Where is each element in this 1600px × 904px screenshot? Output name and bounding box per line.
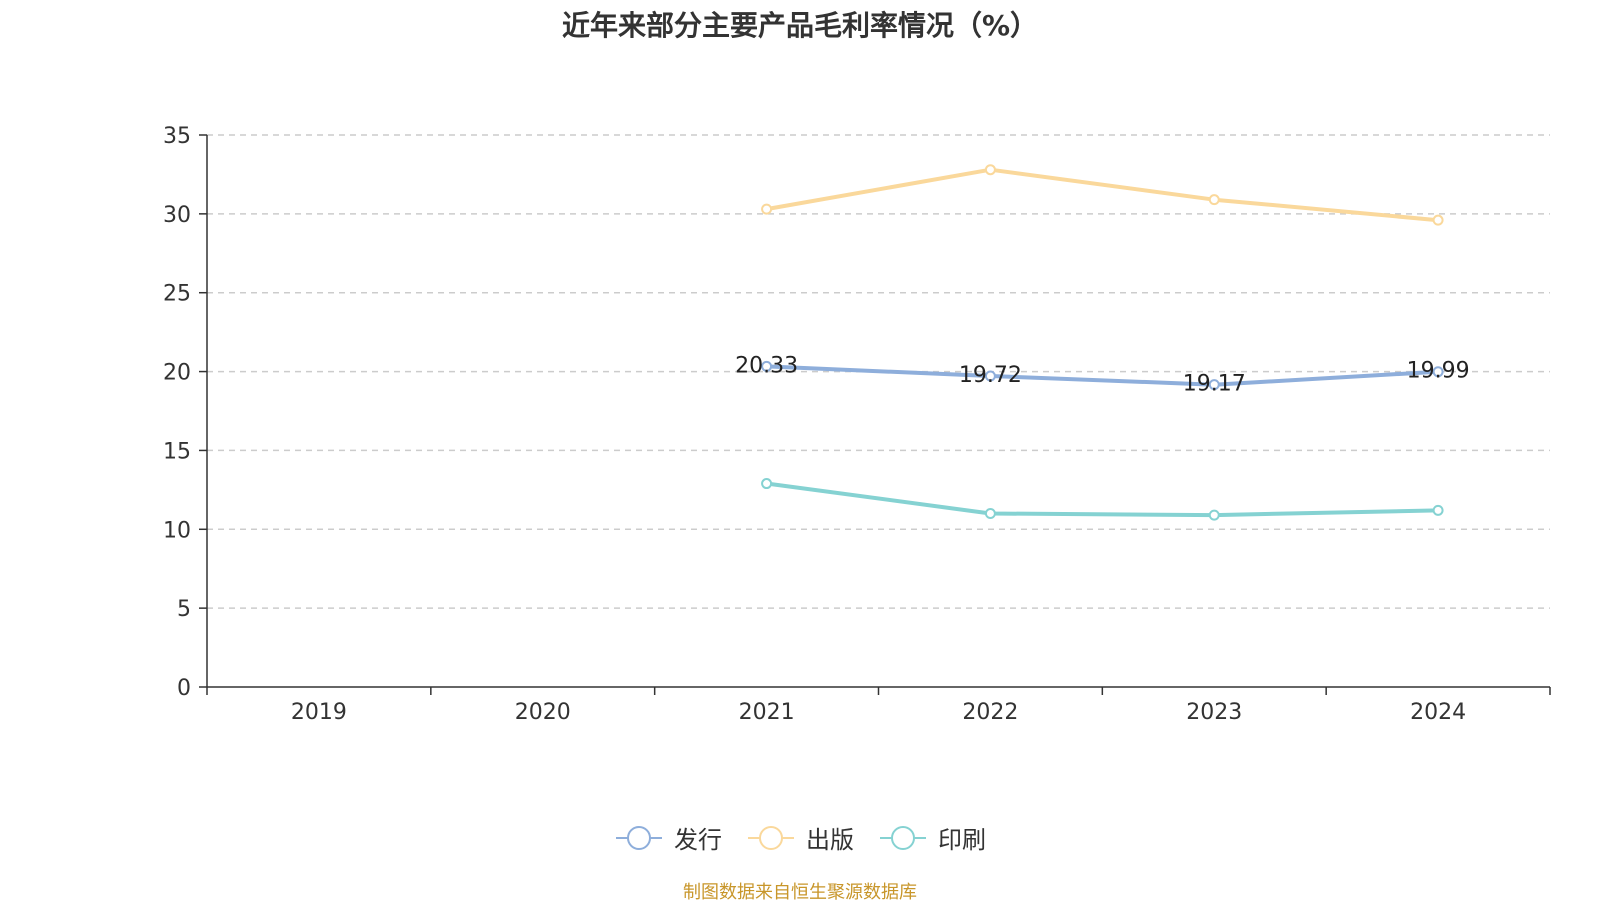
data-point <box>1432 366 1444 378</box>
series-line-出版 <box>766 167 1439 223</box>
x-tick-label: 2021 <box>739 700 795 725</box>
data-label: 20.33 <box>735 353 798 378</box>
legend-marker-icon <box>616 825 662 850</box>
data-point <box>761 360 773 372</box>
data-point <box>1208 509 1220 521</box>
y-tick-label: 35 <box>163 124 191 149</box>
y-tick-label: 20 <box>163 361 191 386</box>
data-point <box>1208 379 1220 391</box>
y-tick-label: 0 <box>177 676 191 701</box>
data-point <box>1432 504 1444 516</box>
data-point <box>984 370 996 382</box>
y-tick-label: 5 <box>177 597 191 622</box>
legend-item[interactable]: 印刷 <box>878 820 986 855</box>
y-tick-label: 15 <box>163 439 191 464</box>
data-point <box>1208 194 1220 206</box>
y-tick-label: 10 <box>163 518 191 543</box>
legend-label: 印刷 <box>938 826 986 854</box>
legend-marker-icon <box>880 825 926 850</box>
x-tick-label: 2024 <box>1410 700 1466 725</box>
legend: 发行 出版 印刷 <box>0 820 1600 855</box>
legend-label: 发行 <box>674 826 722 854</box>
series-line-发行 <box>766 364 1439 387</box>
data-point <box>761 478 773 490</box>
data-label: 19.17 <box>1183 372 1246 397</box>
x-tick-label: 2022 <box>962 700 1018 725</box>
series-line-印刷 <box>766 481 1439 518</box>
x-tick-label: 2020 <box>515 700 571 725</box>
legend-label: 出版 <box>806 826 854 854</box>
data-label: 19.72 <box>959 363 1022 388</box>
legend-marker-icon <box>748 825 794 850</box>
x-tick-label: 2019 <box>291 700 347 725</box>
data-point <box>761 203 773 215</box>
series-lines <box>761 164 1444 521</box>
source-note: 制图数据来自恒生聚源数据库 <box>683 882 917 903</box>
y-tick-label: 30 <box>163 203 191 228</box>
y-tick-label: 25 <box>163 282 191 307</box>
data-point <box>1432 214 1444 226</box>
legend-item[interactable]: 出版 <box>746 820 854 855</box>
data-labels: 20.33 19.72 19.17 19.99 <box>735 353 1469 396</box>
axes: 0 5 10 15 20 25 30 35 2019 2020 2021 2022 2023 2024 <box>163 124 1551 725</box>
data-point <box>984 508 996 520</box>
legend-item[interactable]: 发行 <box>614 820 722 855</box>
data-label: 19.99 <box>1407 359 1470 384</box>
x-tick-label: 2023 <box>1186 700 1242 725</box>
chart-title: 近年来部分主要产品毛利率情况（%） <box>561 9 1039 42</box>
data-point <box>984 164 996 176</box>
